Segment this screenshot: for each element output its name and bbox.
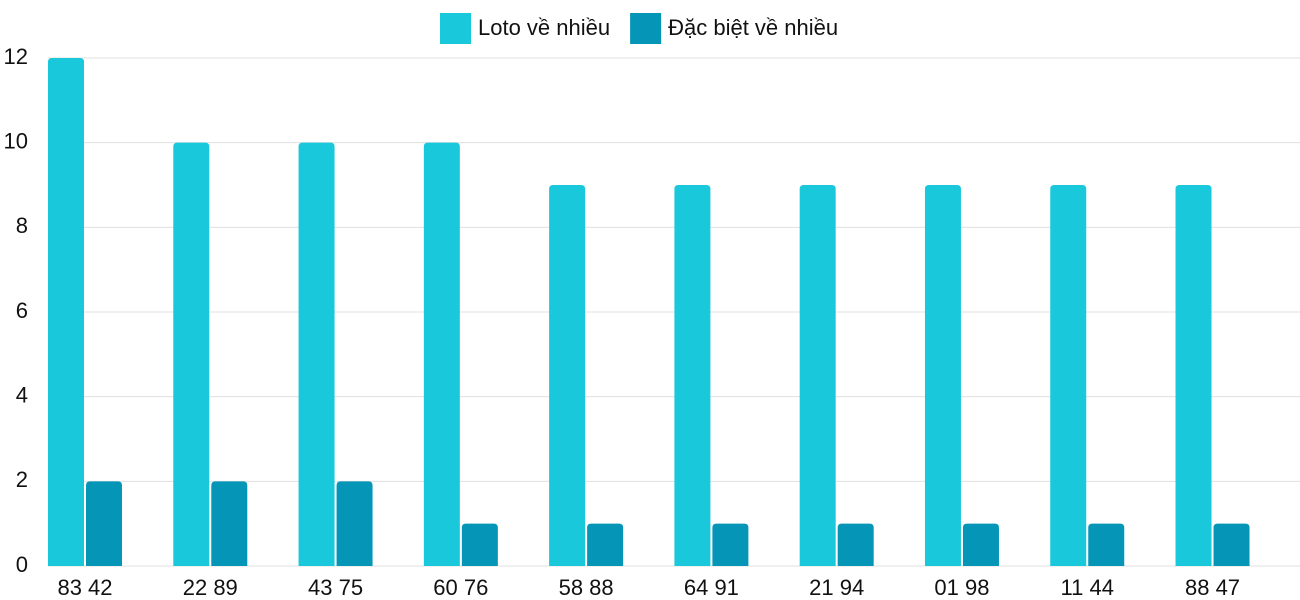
bar [962,523,999,566]
bar [1213,523,1250,566]
bar [461,523,498,566]
x-tick-label: 43 75 [308,575,363,600]
legend-label: Loto về nhiều [478,15,610,40]
bar [423,142,460,566]
y-tick-label: 10 [4,128,28,153]
y-tick-label: 4 [16,382,28,407]
x-tick-label: 83 42 [57,575,112,600]
bar [1088,523,1125,566]
bar [549,185,586,566]
y-tick-label: 0 [16,552,28,577]
bar [799,185,836,566]
bar [1050,185,1087,566]
bar [211,481,248,566]
x-tick-label: 21 94 [809,575,864,600]
bar [336,481,373,566]
bar [1175,185,1212,566]
x-tick-label: 01 98 [934,575,989,600]
legend-label: Đặc biệt về nhiều [668,15,838,40]
y-tick-label: 6 [16,298,28,323]
bar [674,185,711,566]
bar [587,523,624,566]
x-tick-label: 64 91 [684,575,739,600]
bar [173,142,210,566]
bar [924,185,961,566]
x-tick-label: 58 88 [559,575,614,600]
legend-swatch [630,13,662,44]
bar [837,523,874,566]
x-tick-label: 88 47 [1185,575,1240,600]
legend-swatch [440,13,471,44]
x-tick-label: 60 76 [433,575,488,600]
bar [86,481,122,566]
y-tick-label: 2 [16,467,28,492]
x-tick-label: 22 89 [183,575,238,600]
bar [712,523,749,566]
y-tick-label: 12 [4,44,28,69]
bar [48,58,84,566]
y-tick-label: 8 [16,213,28,238]
x-tick-label: 11 44 [1061,575,1114,600]
bar [298,142,335,566]
